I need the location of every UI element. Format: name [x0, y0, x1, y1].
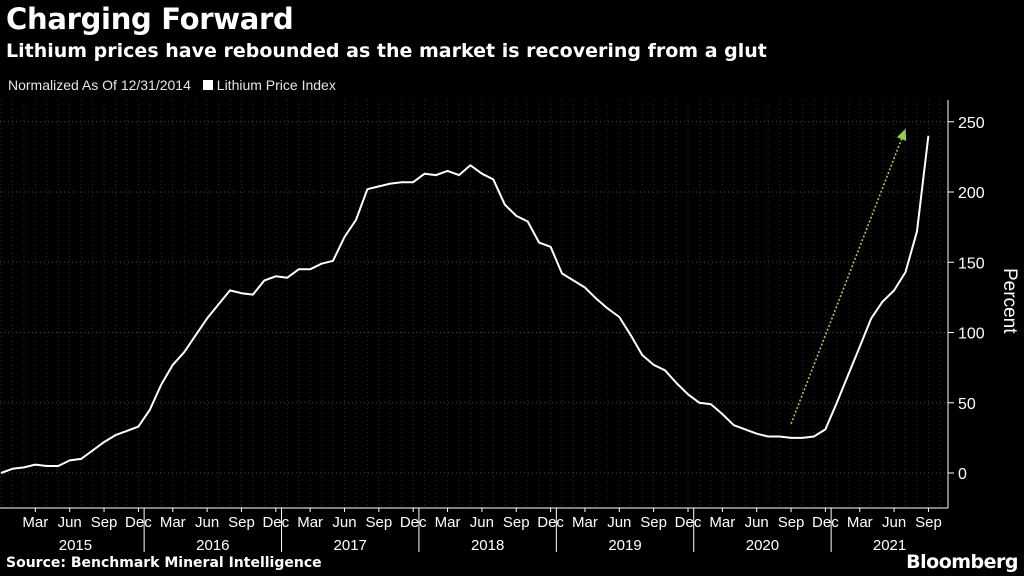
x-tick-label: Mar	[709, 514, 735, 531]
year-label: 2020	[746, 537, 779, 554]
normalization-note: Normalized As Of 12/31/2014	[8, 77, 191, 93]
trend-arrow-line	[790, 128, 907, 425]
x-tick-label: Mar	[435, 514, 461, 531]
y-tick-label: 150	[958, 255, 985, 272]
x-tick-label: Sep	[365, 514, 392, 531]
trend-arrow-head	[896, 128, 907, 141]
year-label: 2015	[59, 537, 92, 554]
x-tick-label: Jun	[195, 514, 219, 531]
x-tick-label: Jun	[470, 514, 494, 531]
x-tick-label: Jun	[58, 514, 82, 531]
series-layer	[0, 128, 930, 474]
x-tick-label: Mar	[160, 514, 186, 531]
legend-swatch	[202, 80, 213, 90]
x-tick-label: Sep	[91, 514, 118, 531]
x-tick-label: Dec	[537, 514, 564, 531]
x-tick-label: Jun	[332, 514, 356, 531]
gridlines	[0, 100, 948, 508]
bloomberg-logo: Bloomberg	[906, 551, 1018, 573]
y-tick-label: 50	[958, 396, 976, 413]
axes: 0 50 100 150 200 250 Percent Mar Jun Sep Dec Mar Jun…	[0, 100, 1020, 554]
x-tick-label: Mar	[297, 514, 323, 531]
x-tick-label: Mar	[572, 514, 598, 531]
y-axis-label: Percent	[999, 268, 1020, 334]
year-label: 2019	[608, 537, 641, 554]
year-label: 2021	[873, 537, 906, 554]
x-tick-label: Dec	[675, 514, 702, 531]
x-tick-label: Dec	[125, 514, 152, 531]
x-tick-label: Mar	[847, 514, 873, 531]
chart-title: Charging Forward	[6, 2, 294, 36]
x-tick-label: Jun	[745, 514, 769, 531]
series-line-lithium-price-index	[0, 135, 930, 474]
x-tick-label: Dec	[400, 514, 427, 531]
x-tick-label: Sep	[915, 514, 942, 531]
x-tick-label: Jun	[607, 514, 631, 531]
x-tick-label: Sep	[778, 514, 805, 531]
year-label: 2016	[196, 537, 229, 554]
x-tick-label: Mar	[22, 514, 48, 531]
chart-subtitle: Lithium prices have rebounded as the mar…	[6, 40, 767, 62]
x-tick-label: Sep	[228, 514, 255, 531]
x-tick-label: Dec	[262, 514, 289, 531]
x-tick-label: Jun	[882, 514, 906, 531]
source-note: Source: Benchmark Mineral Intelligence	[6, 555, 322, 571]
y-tick-label: 250	[958, 115, 985, 132]
x-tick-label: Sep	[640, 514, 667, 531]
y-tick-label: 100	[958, 326, 985, 343]
y-tick-label: 0	[958, 466, 967, 483]
legend-series-label: Lithium Price Index	[216, 77, 336, 93]
x-tick-label: Dec	[812, 514, 839, 531]
y-tick-label: 200	[958, 185, 985, 202]
year-label: 2017	[334, 537, 367, 554]
legend: Normalized As Of 12/31/2014 Lithium Pric…	[8, 77, 336, 93]
x-tick-label: Sep	[503, 514, 530, 531]
year-label: 2018	[471, 537, 504, 554]
